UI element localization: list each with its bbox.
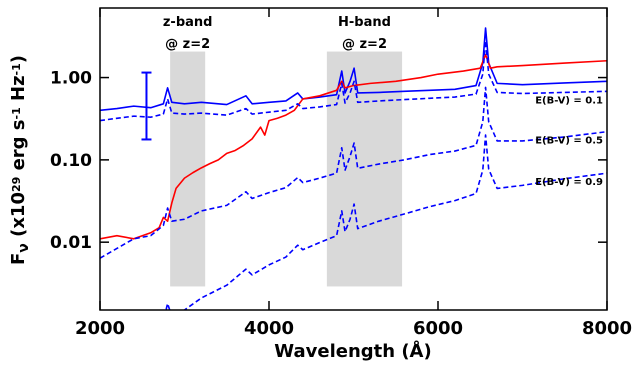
x-axis-label: Wavelength (Å) <box>274 339 431 362</box>
x-tick-label: 4000 <box>244 318 294 339</box>
y-tick-label: 0.10 <box>50 151 92 171</box>
spectrum-line <box>100 86 607 259</box>
series-label: E(B-V) = 0.1 <box>535 95 603 106</box>
y-axis-label-part: ν <box>16 243 32 253</box>
band-label: @ z=2 <box>342 37 387 52</box>
y-axis-label-part: erg s <box>8 119 29 176</box>
spectrum-line <box>100 39 607 122</box>
frame <box>99 7 608 311</box>
y-tick-label: 1.00 <box>50 69 92 89</box>
band-label: z-band <box>163 15 213 30</box>
x-tick-label: 6000 <box>413 318 463 339</box>
plot-area <box>100 27 607 310</box>
y-axis-label-part: Hz <box>8 75 29 107</box>
y-axis-label-part: -1 <box>10 63 23 75</box>
y-axis-label-part: (x10 <box>8 192 29 243</box>
y-axis-label: Fν (x1029 erg s-1 Hz-1) <box>8 55 32 265</box>
y-axis-label-part: ) <box>8 55 29 63</box>
x-tick-label: 8000 <box>582 318 632 339</box>
band-label: H-band <box>338 15 391 30</box>
y-axis-label-part: F <box>8 253 29 265</box>
spectrum-line <box>165 134 607 310</box>
y-tick-label: 0.01 <box>50 233 92 253</box>
series-label: E(B-V) = 0.9 <box>535 177 603 188</box>
series-label: E(B-V) = 0.5 <box>535 136 603 147</box>
spectrum-line <box>100 53 607 240</box>
x-tick-label: 2000 <box>75 318 125 339</box>
y-axis-label-part: -1 <box>10 107 23 119</box>
spectrum-line <box>100 27 607 112</box>
y-axis-label-part: 29 <box>10 177 23 192</box>
band-label: @ z=2 <box>165 37 210 52</box>
